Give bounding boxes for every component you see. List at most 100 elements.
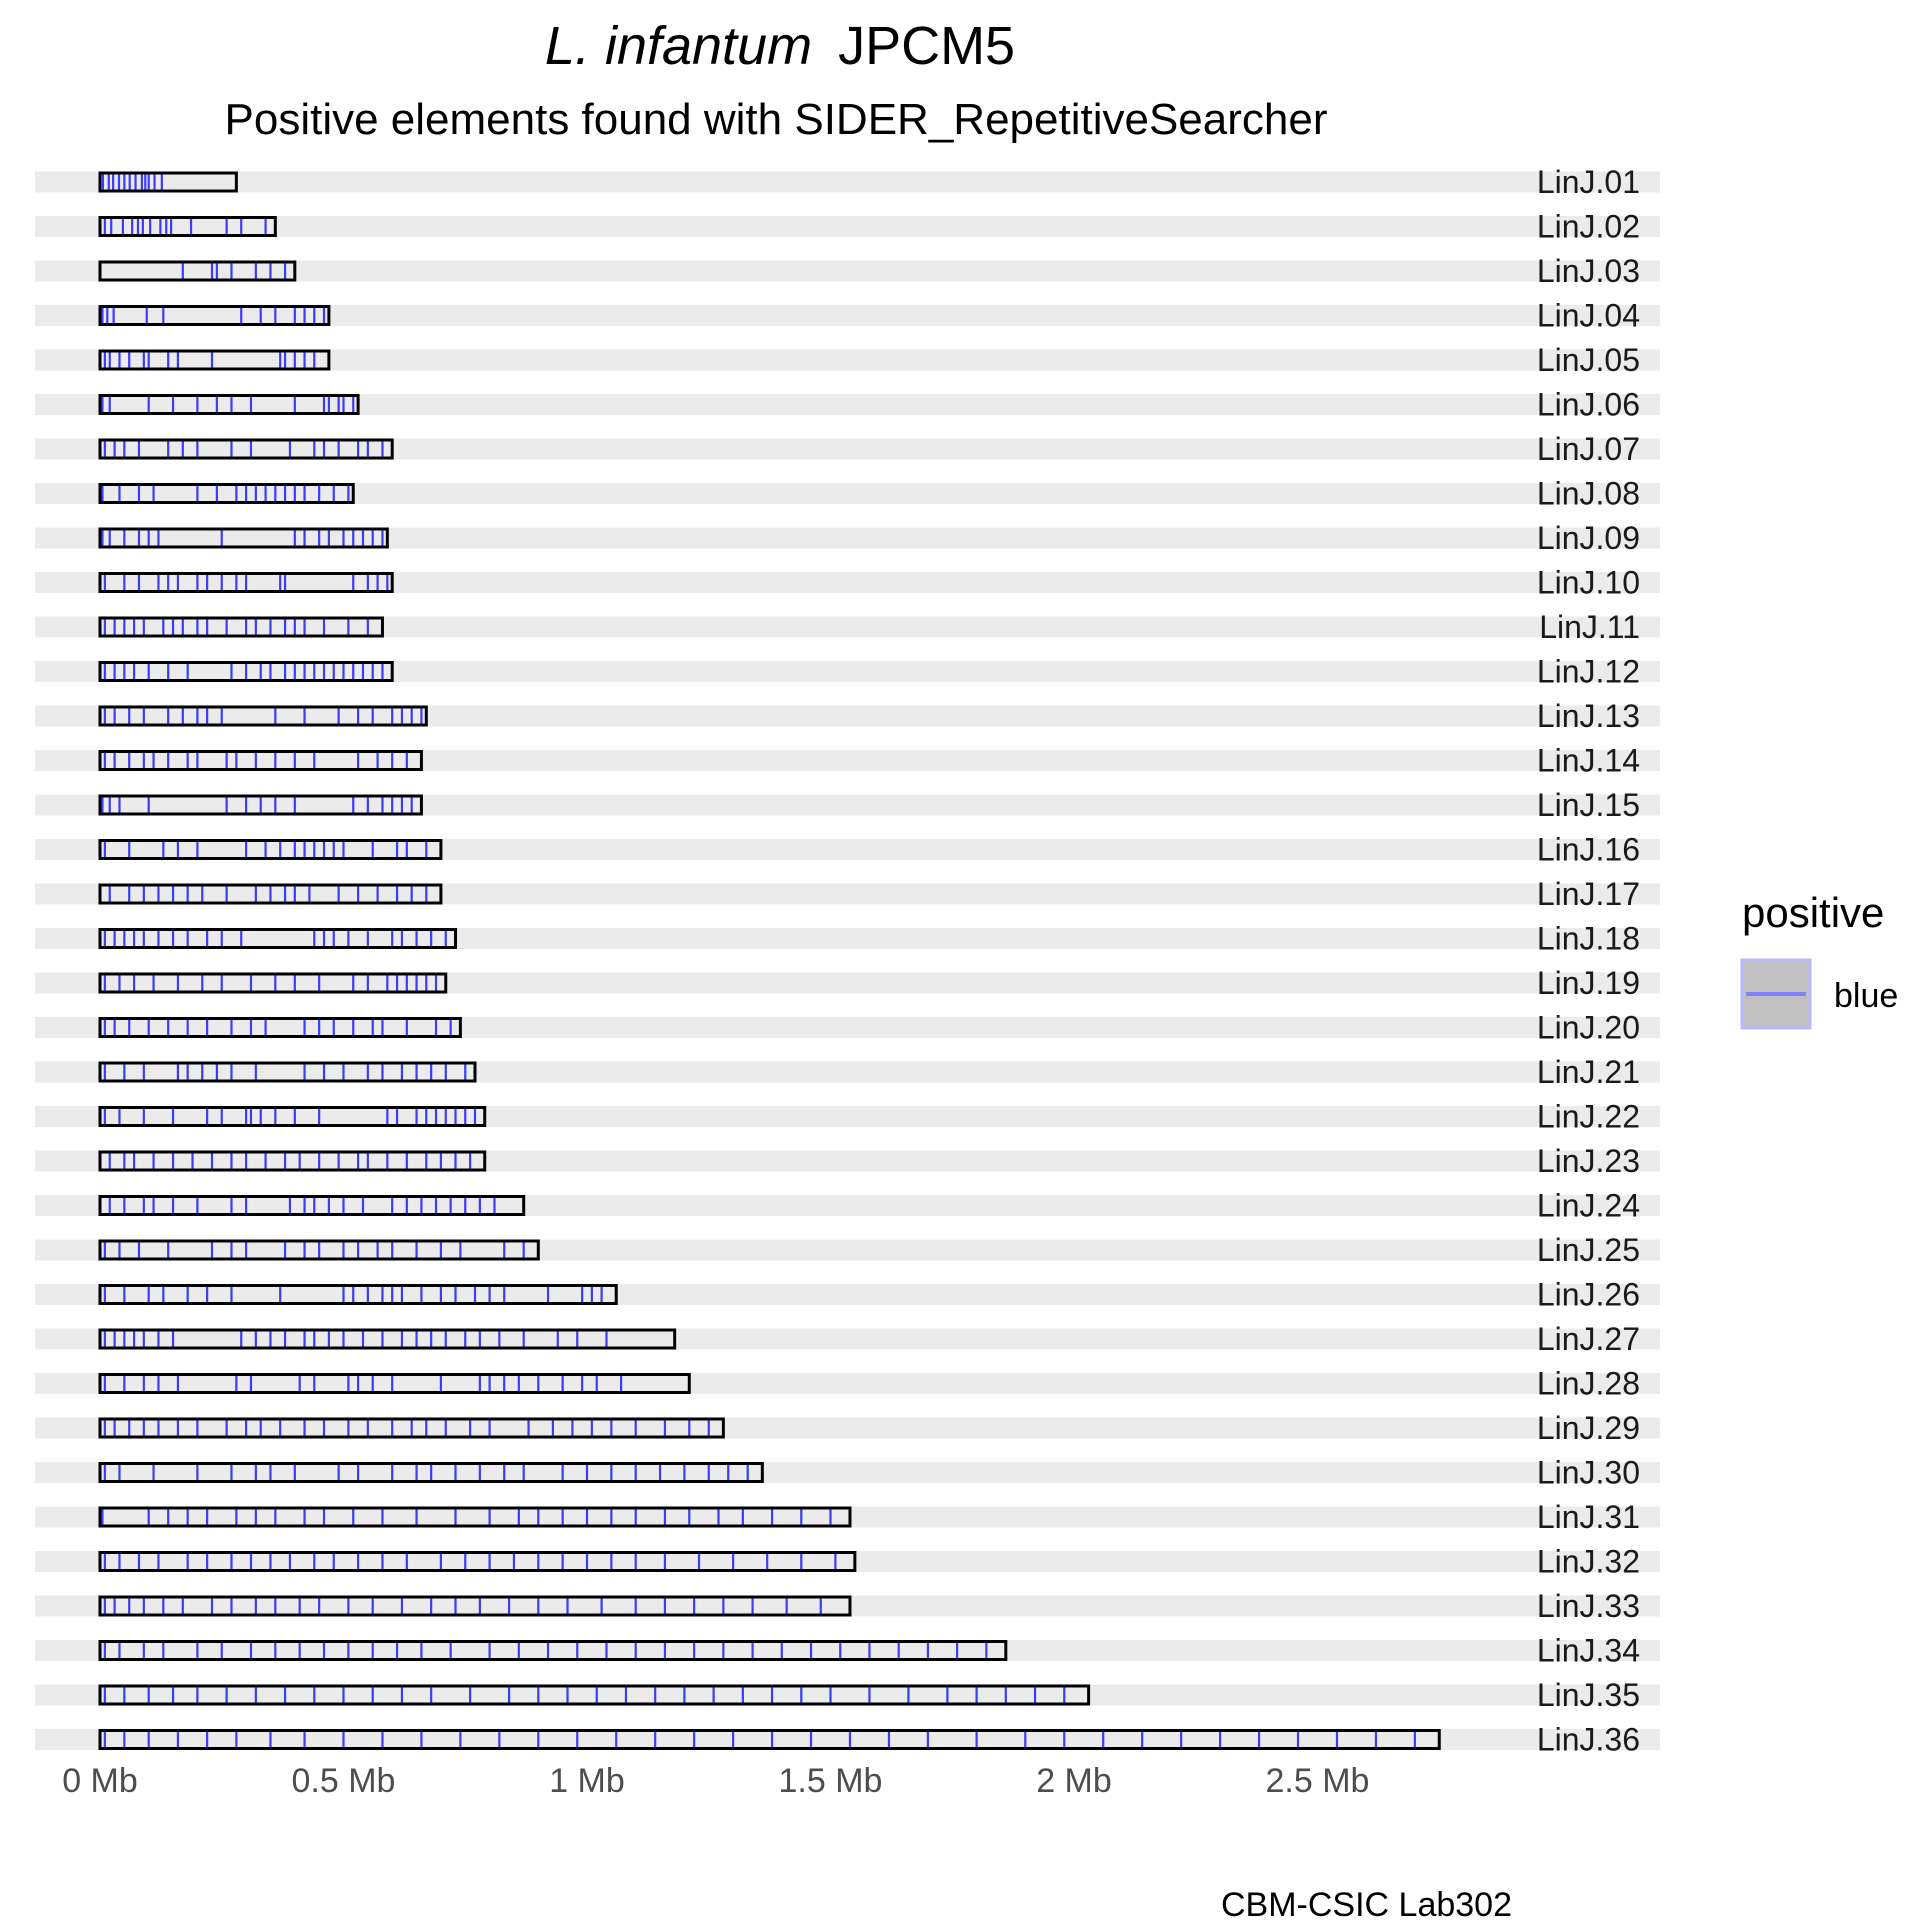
label-linj-06: LinJ.06 [1537,387,1640,423]
legend-label-blue: blue [1834,977,1898,1015]
chromosome-linj-28 [98,1373,691,1394]
x-tick-2: 1 Mb [549,1762,625,1800]
chromosome-linj-31 [98,1506,852,1528]
label-linj-30: LinJ.30 [1537,1455,1640,1491]
band-linj-12 [35,661,1660,682]
band-linj-18 [35,928,1660,949]
chromosome-bands [35,171,1660,1750]
x-tick-5: 2.5 Mb [1266,1762,1370,1800]
chromosome-linj-05 [98,349,331,371]
band-linj-29 [35,1417,1660,1439]
chromosome-linj-27 [98,1328,677,1350]
label-linj-12: LinJ.12 [1537,654,1640,690]
label-linj-31: LinJ.31 [1537,1499,1640,1535]
band-linj-03 [35,260,1660,282]
band-linj-04 [35,305,1660,326]
label-linj-07: LinJ.07 [1537,431,1640,467]
x-axis-ticks: 0 Mb 0.5 Mb 1 Mb 1.5 Mb 2 Mb 2.5 Mb [62,1762,1369,1800]
label-linj-20: LinJ.20 [1537,1010,1640,1046]
chromosome-linj-35 [98,1684,1091,1706]
band-linj-16 [35,839,1660,860]
label-linj-15: LinJ.15 [1537,787,1640,823]
chromosome-linj-11 [98,616,384,638]
band-linj-14 [35,750,1660,771]
band-linj-22 [35,1106,1660,1127]
label-linj-32: LinJ.32 [1537,1544,1640,1580]
label-linj-09: LinJ.09 [1537,520,1640,556]
label-linj-36: LinJ.36 [1537,1722,1640,1758]
band-linj-06 [35,394,1660,415]
band-linj-35 [35,1684,1660,1706]
label-linj-26: LinJ.26 [1537,1277,1640,1313]
band-linj-20 [35,1017,1660,1038]
chromosome-linj-07 [98,438,394,460]
chromosome-linj-08 [98,483,355,504]
label-linj-29: LinJ.29 [1537,1410,1640,1446]
chromosome-linj-10 [98,572,394,593]
legend-title: positive [1742,889,1884,936]
x-tick-4: 2 Mb [1036,1762,1112,1800]
label-linj-02: LinJ.02 [1537,209,1640,245]
label-linj-35: LinJ.35 [1537,1677,1640,1713]
band-linj-10 [35,572,1660,593]
band-linj-34 [35,1640,1660,1661]
positive-elements [101,174,1417,1748]
band-linj-28 [35,1373,1660,1394]
label-linj-11: LinJ.11 [1539,609,1640,645]
chromosome-linj-13 [98,705,428,727]
band-linj-27 [35,1328,1660,1350]
band-linj-11 [35,616,1660,638]
band-linj-19 [35,972,1660,994]
chromosome-linj-32 [98,1551,857,1572]
legend: positive blue [1740,889,1898,1030]
chromosome-linj-33 [98,1595,852,1617]
label-linj-08: LinJ.08 [1537,476,1640,512]
band-linj-07 [35,438,1660,460]
chromosome-linj-01 [98,171,238,193]
label-linj-16: LinJ.16 [1537,832,1640,868]
chromosome-linj-23 [98,1150,487,1172]
chromosome-linj-06 [98,394,360,415]
label-linj-18: LinJ.18 [1537,921,1640,957]
chromosome-linj-36 [98,1729,1441,1750]
x-tick-3: 1.5 Mb [779,1762,883,1800]
band-linj-26 [35,1284,1660,1305]
band-linj-23 [35,1150,1660,1172]
label-linj-10: LinJ.10 [1537,565,1640,601]
chromosome-linj-30 [98,1462,764,1483]
chromosome-linj-24 [98,1195,526,1216]
label-linj-03: LinJ.03 [1537,253,1640,289]
chromosome-linj-16 [98,839,443,860]
chromosome-linj-18 [98,928,458,949]
chromosome-linj-09 [98,527,389,549]
label-linj-22: LinJ.22 [1537,1099,1640,1135]
label-linj-24: LinJ.24 [1537,1188,1640,1224]
label-linj-01: LinJ.01 [1537,164,1640,200]
label-linj-17: LinJ.17 [1537,876,1640,912]
band-linj-08 [35,483,1660,504]
label-linj-19: LinJ.19 [1537,965,1640,1001]
band-linj-21 [35,1061,1660,1083]
label-linj-05: LinJ.05 [1537,342,1640,378]
label-linj-27: LinJ.27 [1537,1321,1640,1357]
chromosome-linj-21 [98,1061,477,1083]
band-linj-05 [35,349,1660,371]
band-linj-24 [35,1195,1660,1216]
chromosome-linj-34 [98,1640,1008,1661]
label-linj-23: LinJ.23 [1537,1143,1640,1179]
chart-title-strain: JPCM5 [838,16,1015,76]
chromosome-linj-29 [98,1417,725,1439]
chart-title: L. infantum JPCM5 [545,16,1015,76]
chromosome-linj-02 [98,216,277,237]
chromosome-linj-20 [98,1017,462,1038]
chromosome-linj-17 [98,883,443,905]
chromosome-linj-12 [98,661,394,682]
band-linj-32 [35,1551,1660,1572]
band-linj-15 [35,794,1660,816]
chromosome-linj-25 [98,1239,540,1261]
band-linj-33 [35,1595,1660,1617]
chromosome-labels: LinJ.01 LinJ.02 LinJ.03 LinJ.04 LinJ.05 LinJ.… [1537,164,1640,1758]
label-linj-25: LinJ.25 [1537,1232,1640,1268]
